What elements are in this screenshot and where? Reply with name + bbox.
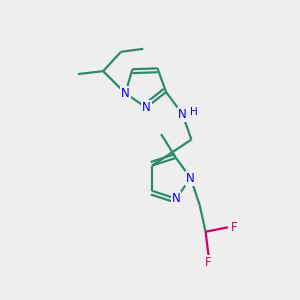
Text: N: N [142, 101, 151, 114]
Text: N: N [172, 192, 180, 205]
Text: N: N [178, 108, 187, 121]
Text: N: N [186, 172, 195, 185]
Text: F: F [231, 221, 238, 234]
Text: N: N [121, 87, 130, 100]
Text: F: F [205, 256, 212, 268]
Text: H: H [190, 107, 198, 117]
